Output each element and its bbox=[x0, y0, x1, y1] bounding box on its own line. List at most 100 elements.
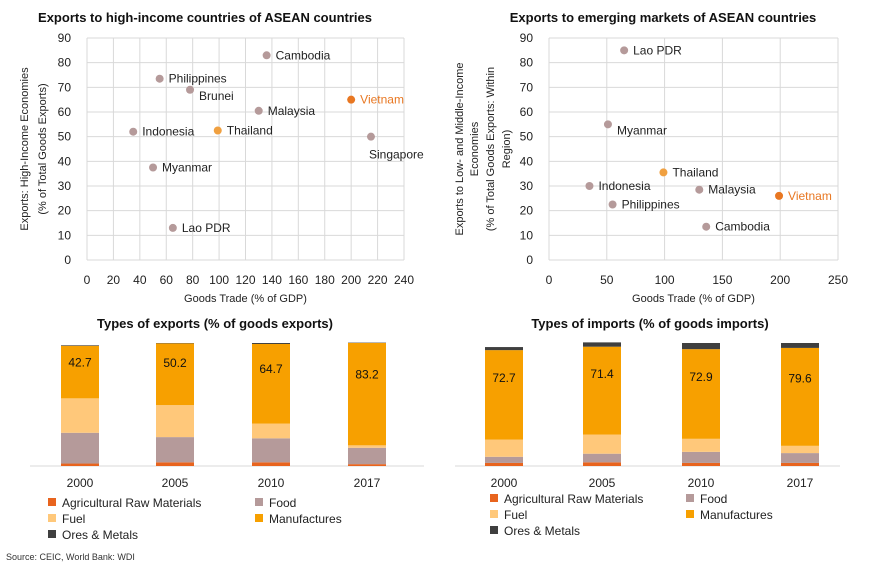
x-tick-label: 220 bbox=[368, 273, 388, 287]
y-tick-label: 20 bbox=[520, 204, 534, 218]
y-axis-label: Exports to Low- and Middle-Income bbox=[454, 62, 466, 235]
bar-segment-agri bbox=[61, 463, 99, 466]
point-label: Thailand bbox=[227, 124, 273, 138]
data-point-malaysia bbox=[695, 185, 704, 194]
legend-swatch bbox=[255, 498, 263, 506]
bar-segment-ores bbox=[485, 347, 523, 351]
x-tick-label: 40 bbox=[133, 273, 147, 287]
data-point-thailand bbox=[659, 168, 668, 177]
x-tick-label: 150 bbox=[712, 273, 732, 287]
scatter-chart-2: Exports to emerging markets of ASEAN cou… bbox=[454, 10, 848, 305]
y-tick-label: 30 bbox=[58, 179, 72, 193]
bar-segment-ores bbox=[781, 343, 819, 348]
y-tick-label: 40 bbox=[520, 154, 534, 168]
data-label: 72.7 bbox=[492, 371, 516, 385]
data-label: 64.7 bbox=[259, 362, 283, 376]
bar-segment-fuel bbox=[781, 445, 819, 454]
x-tick-label: 0 bbox=[84, 273, 91, 287]
y-tick-label: 90 bbox=[520, 31, 534, 45]
point-label: Indonesia bbox=[598, 179, 650, 193]
point-label: Vietnam bbox=[360, 93, 404, 107]
data-point-singapore bbox=[366, 132, 375, 141]
y-axis-label: Exports: High-Income Economies bbox=[19, 67, 31, 231]
stacked-bar-chart-2: Types of imports (% of goods imports) 72.… bbox=[455, 316, 840, 538]
bars: 42.7 2000 50.2 2005 64.7 2010 83.2 2017 bbox=[61, 342, 386, 490]
x-tick-label: 140 bbox=[262, 273, 282, 287]
y-tick-label: 0 bbox=[64, 253, 71, 267]
data-point-vietnam bbox=[775, 191, 784, 200]
point-label: Brunei bbox=[199, 89, 234, 103]
data-label: 79.6 bbox=[788, 371, 812, 385]
legend-entry: Agricultural Raw Materials bbox=[504, 492, 643, 506]
x-tick-label: 200 bbox=[341, 273, 361, 287]
x-tick-label: 100 bbox=[655, 273, 675, 287]
data-label: 72.9 bbox=[689, 370, 713, 384]
chart-title: Exports to emerging markets of ASEAN cou… bbox=[510, 10, 817, 25]
bar-segment-agri bbox=[583, 462, 621, 466]
point-label: Philippines bbox=[169, 72, 227, 86]
x-tick-label: 240 bbox=[394, 273, 414, 287]
point-label: Lao PDR bbox=[182, 221, 231, 235]
y-tick-label: 80 bbox=[520, 56, 534, 70]
legend-entry: Fuel bbox=[62, 512, 85, 526]
legend: Agricultural Raw Materials Food Fuel Manufa… bbox=[48, 496, 342, 542]
data-point-myanmar bbox=[603, 120, 612, 129]
x-tick-label: 20 bbox=[107, 273, 121, 287]
bar-segment-fuel bbox=[348, 445, 386, 448]
bar-segment-manu bbox=[485, 350, 523, 440]
bar-segment-ores bbox=[682, 343, 720, 350]
gridlines bbox=[86, 37, 405, 261]
legend-entry: Food bbox=[700, 492, 727, 506]
chart-title: Exports to high-income countries of ASEA… bbox=[38, 10, 372, 25]
point-label: Cambodia bbox=[715, 220, 770, 234]
bar-segment-manu bbox=[682, 349, 720, 439]
legend-entry: Ores & Metals bbox=[504, 524, 580, 538]
y-tick-labels: 0 10 20 30 40 50 60 70 80 90 bbox=[520, 31, 534, 267]
y-axis-label: (% of Total Goods Exports) bbox=[37, 83, 49, 214]
bar-segment-food bbox=[348, 447, 386, 465]
legend-entry: Manufactures bbox=[269, 512, 342, 526]
bar-segment-agri bbox=[485, 462, 523, 466]
bar-segment-food bbox=[485, 456, 523, 463]
legend-entry: Fuel bbox=[504, 508, 527, 522]
bar-segment-agri bbox=[252, 462, 290, 466]
bar-segment-ores bbox=[61, 345, 99, 346]
legend-swatch bbox=[490, 510, 498, 518]
bar-segment-agri bbox=[156, 462, 194, 466]
point-label: Malaysia bbox=[268, 104, 316, 118]
legend-swatch bbox=[48, 498, 56, 506]
bar-segment-manu bbox=[156, 343, 194, 406]
category-label: 2010 bbox=[688, 476, 715, 490]
y-tick-label: 10 bbox=[520, 228, 534, 242]
x-tick-labels: 0 20 40 60 80 100 120 140 160 180 200 220 240 bbox=[84, 273, 415, 287]
data-points: Cambodia Philippines Brunei Vietnam Malaysia… bbox=[129, 48, 424, 235]
data-label: 83.2 bbox=[355, 368, 379, 382]
data-point-malaysia bbox=[254, 106, 263, 115]
y-tick-label: 40 bbox=[58, 154, 72, 168]
x-axis-label: Goods Trade (% of GDP) bbox=[632, 293, 755, 305]
bar-segment-fuel bbox=[252, 423, 290, 439]
stacked-bar-chart-1: Types of exports (% of goods exports) 42.… bbox=[30, 316, 424, 542]
data-points: Lao PDR Myanmar Thailand Indonesia Malaysia V… bbox=[585, 43, 832, 234]
bar-segment-fuel bbox=[682, 438, 720, 452]
point-label: Philippines bbox=[622, 198, 680, 212]
data-point-brunei bbox=[186, 85, 195, 94]
data-point-lao-pdr bbox=[168, 223, 177, 232]
bar-segment-food bbox=[583, 453, 621, 463]
point-label: Cambodia bbox=[276, 48, 331, 62]
bar-segment-agri bbox=[682, 462, 720, 466]
legend-entry: Manufactures bbox=[700, 508, 773, 522]
y-tick-label: 70 bbox=[58, 80, 72, 94]
bar-segment-food bbox=[781, 453, 819, 463]
y-tick-label: 60 bbox=[58, 105, 72, 119]
legend-entry: Agricultural Raw Materials bbox=[62, 496, 201, 510]
bar-segment-food bbox=[156, 437, 194, 463]
x-tick-label: 120 bbox=[235, 273, 255, 287]
chart-title: Types of exports (% of goods exports) bbox=[97, 316, 333, 331]
category-label: 2017 bbox=[354, 476, 381, 490]
legend-swatch bbox=[686, 494, 694, 502]
category-label: 2000 bbox=[491, 476, 518, 490]
y-axis-label: Economies bbox=[469, 121, 481, 176]
chart-title: Types of imports (% of goods imports) bbox=[531, 316, 768, 331]
